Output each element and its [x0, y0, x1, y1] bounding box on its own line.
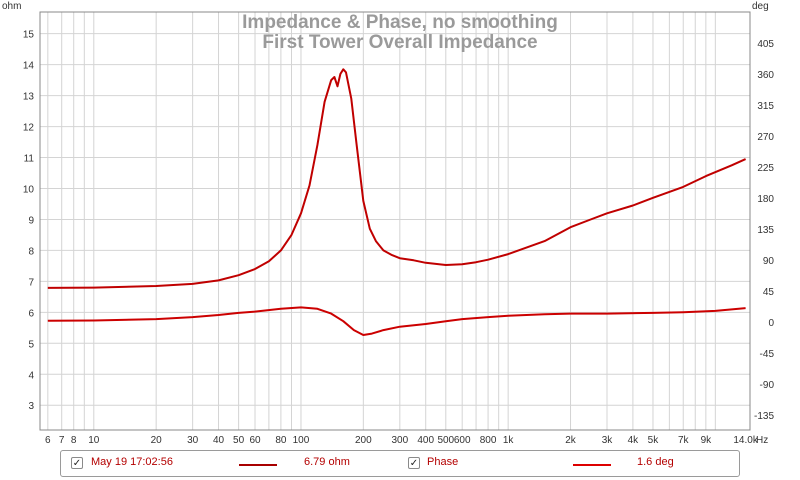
y-right-tick-label: 360: [757, 70, 774, 81]
y-left-tick-label: 3: [28, 401, 34, 412]
y-right-tick-label: 90: [763, 256, 775, 267]
phase-checkbox[interactable]: ✓: [408, 457, 420, 469]
y-right-tick-label: -90: [760, 380, 775, 391]
x-tick-label: 800: [480, 435, 497, 446]
y-left-tick-label: 8: [28, 246, 34, 257]
y-right-tick-label: -135: [754, 411, 774, 422]
x-tick-label: 400: [417, 435, 434, 446]
x-tick-label: 7: [59, 435, 65, 446]
y-right-tick-label: 135: [757, 225, 774, 236]
x-tick-label: 6: [45, 435, 51, 446]
y-left-tick-label: 4: [28, 370, 34, 381]
impedance-legend-swatch: [239, 464, 277, 466]
phase-legend-swatch: [573, 464, 611, 466]
x-tick-label: 9k: [701, 435, 713, 446]
left-axis-unit: ohm: [2, 1, 21, 12]
y-left-tick-label: 5: [28, 339, 34, 350]
x-tick-label: 20: [151, 435, 163, 446]
y-right-tick-label: 45: [763, 287, 775, 298]
legend: ✓ May 19 17:02:56 6.79 ohm ✓ Phase 1.6 d…: [60, 450, 740, 477]
x-axis-unit: Hz: [756, 435, 768, 446]
y-left-tick-label: 10: [23, 184, 35, 195]
impedance-series-line: [47, 68, 747, 289]
chart-title: Impedance & Phase, no smoothing: [242, 12, 558, 33]
impedance-legend-value: 6.79 ohm: [304, 456, 350, 468]
chart-subtitle: First Tower Overall Impedance: [262, 32, 537, 53]
x-tick-label: 200: [355, 435, 372, 446]
x-tick-label: 50: [233, 435, 245, 446]
y-left-tick-label: 6: [28, 308, 34, 319]
phase-legend-label: Phase: [427, 456, 459, 468]
y-left-tick-label: 9: [28, 215, 34, 226]
x-tick-label: 100: [293, 435, 310, 446]
tick-labels: 6 7 8 10 20 30 40 50 60 80 100 200 300 400 500 600 800 1k…: [23, 30, 775, 446]
phase-series-line: [47, 306, 746, 336]
series-layer: [47, 68, 747, 336]
x-tick-label: 30: [187, 435, 199, 446]
plot-frame: [39, 11, 751, 431]
x-tick-label: 7k: [678, 435, 690, 446]
x-tick-label: 8: [71, 435, 77, 446]
y-left-tick-label: 14: [23, 61, 35, 72]
y-left-tick-label: 12: [23, 123, 35, 134]
impedance-legend-label: May 19 17:02:56: [91, 456, 173, 468]
y-right-tick-label: 405: [757, 39, 774, 50]
y-left-tick-label: 13: [23, 92, 35, 103]
impedance-checkbox[interactable]: ✓: [71, 457, 83, 469]
y-right-tick-label: 0: [768, 318, 774, 329]
x-tick-label: 4k: [628, 435, 640, 446]
y-left-tick-label: 11: [24, 154, 35, 165]
x-tick-label: 80: [275, 435, 287, 446]
x-tick-label: 600: [454, 435, 471, 446]
x-tick-label: 40: [213, 435, 225, 446]
x-tick-label: 500: [437, 435, 454, 446]
phase-legend-value: 1.6 deg: [637, 456, 674, 468]
y-left-tick-label: 7: [28, 277, 34, 288]
right-axis-unit: deg: [752, 1, 769, 12]
x-tick-label: 3k: [602, 435, 614, 446]
y-right-tick-label: 315: [757, 101, 774, 112]
x-tick-label: 14.0k: [733, 435, 758, 446]
y-right-tick-label: 180: [757, 194, 774, 205]
x-tick-label: 10: [88, 435, 100, 446]
x-tick-label: 5k: [648, 435, 660, 446]
x-tick-label: 1k: [503, 435, 515, 446]
y-left-tick-label: 15: [23, 30, 35, 41]
y-right-tick-label: 270: [757, 132, 774, 143]
x-tick-label: 60: [249, 435, 261, 446]
x-tick-label: 2k: [565, 435, 577, 446]
y-right-tick-label: 225: [757, 163, 774, 174]
x-tick-label: 300: [391, 435, 408, 446]
y-right-tick-label: -45: [760, 349, 775, 360]
